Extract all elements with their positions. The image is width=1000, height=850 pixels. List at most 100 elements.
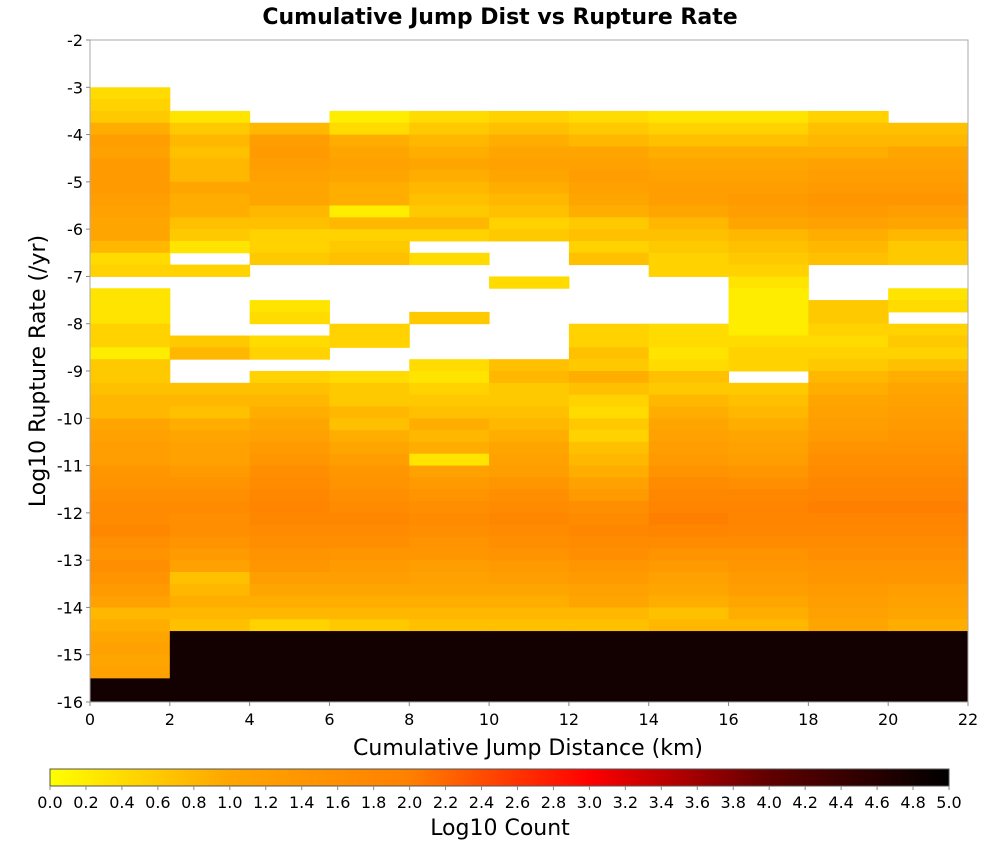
x-tick-label: 10: [479, 710, 499, 729]
heatmap-cell: [329, 501, 410, 514]
heatmap-cell: [169, 430, 251, 443]
heatmap-cell: [568, 240, 650, 254]
heatmap-cell: [568, 595, 650, 608]
heatmap-cell: [568, 489, 650, 502]
colorbar-tick-label: 1.0: [217, 793, 242, 812]
heatmap-cell: [90, 170, 171, 183]
heatmap-cell: [169, 501, 251, 514]
heatmap-cell: [489, 134, 570, 147]
heatmap-cell: [169, 477, 251, 490]
heatmap-cell: [648, 323, 730, 337]
heatmap-cell: [329, 240, 410, 254]
heatmap-cell: [409, 441, 490, 455]
y-tick-label: -10: [57, 409, 83, 428]
y-tick-label: -16: [57, 693, 83, 712]
heatmap-cell: [90, 678, 171, 703]
colorbar-tick-label: 1.4: [289, 793, 314, 812]
heatmap-cell: [888, 524, 969, 537]
heatmap-cell: [409, 536, 490, 549]
colorbar-tick-label: 3.6: [685, 793, 710, 812]
heatmap-cell: [90, 288, 171, 301]
heatmap-cell: [568, 323, 650, 337]
heatmap-cell: [90, 406, 171, 419]
heatmap-cell: [568, 501, 650, 514]
heatmap-cell: [808, 512, 889, 526]
heatmap-cell: [489, 430, 570, 443]
heatmap-cell: [249, 453, 330, 467]
heatmap-cell: [329, 193, 410, 206]
heatmap-cell: [90, 430, 171, 443]
heatmap-cell: [888, 560, 969, 573]
heatmap-cell: [249, 240, 330, 254]
colorbar-tick-label: 4.2: [792, 793, 817, 812]
heatmap-cell: [648, 512, 730, 526]
heatmap-cell: [808, 229, 889, 242]
heatmap-cell: [489, 158, 570, 171]
heatmap-cell: [409, 418, 490, 431]
heatmap-cell: [90, 193, 171, 206]
heatmap-cell: [409, 524, 490, 537]
heatmap-cell: [648, 631, 730, 703]
heatmap-cell: [249, 430, 330, 443]
heatmap-cell: [329, 229, 410, 242]
colorbar-tick-label: 2.0: [397, 793, 422, 812]
x-tick-label: 4: [245, 710, 255, 729]
heatmap-cell: [489, 146, 570, 159]
heatmap-cell: [90, 240, 171, 254]
heatmap-cell: [568, 122, 650, 136]
heatmap-cell: [808, 181, 889, 195]
heatmap-cell: [728, 512, 809, 526]
heatmap-cell: [888, 418, 969, 431]
heatmap-cell: [888, 382, 969, 396]
heatmap-cell: [648, 548, 730, 561]
heatmap-cell: [489, 441, 570, 455]
heatmap-cell: [249, 501, 330, 514]
heatmap-cell: [169, 512, 251, 526]
heatmap-cell: [728, 430, 809, 443]
heatmap-cell: [90, 583, 171, 597]
heatmap-cell: [249, 394, 330, 407]
heatmap-cell: [90, 382, 171, 396]
heatmap-cell: [249, 619, 330, 632]
heatmap-cell: [169, 560, 251, 573]
x-tick-label: 12: [559, 710, 579, 729]
heatmap-cell: [169, 453, 251, 467]
heatmap-cell: [90, 205, 171, 218]
heatmap-cell: [728, 524, 809, 537]
x-axis-label: Cumulative Jump Distance (km): [353, 736, 703, 761]
heatmap-cell: [888, 288, 969, 301]
heatmap-cell: [90, 158, 171, 171]
heatmap-cell: [728, 335, 809, 348]
heatmap-cell: [249, 512, 330, 526]
heatmap-cell: [409, 595, 490, 608]
heatmap-cell: [90, 335, 171, 348]
heatmap-cell: [808, 583, 889, 597]
heatmap-cell: [329, 631, 410, 703]
heatmap-cell: [648, 205, 730, 218]
heatmap-cell: [648, 264, 730, 277]
colorbar-tick-label: 1.8: [361, 793, 386, 812]
x-tick-label: 14: [639, 710, 659, 729]
heatmap-cell: [329, 619, 410, 632]
heatmap-cell: [90, 595, 171, 608]
heatmap-cell: [888, 441, 969, 455]
heatmap-cell: [249, 382, 330, 396]
heatmap-cell: [808, 536, 889, 549]
heatmap-cell: [728, 170, 809, 183]
heatmap-cell: [888, 205, 969, 218]
heatmap-cell: [808, 430, 889, 443]
heatmap-cell: [568, 347, 650, 360]
heatmap-cell: [568, 548, 650, 561]
heatmap-cell: [329, 441, 410, 455]
heatmap-cell: [329, 489, 410, 502]
colorbar-tick-label: 2.2: [433, 793, 458, 812]
heatmap-cell: [648, 477, 730, 490]
heatmap-cell: [728, 607, 809, 620]
heatmap-cell: [329, 134, 410, 147]
heatmap-cell: [728, 359, 809, 372]
heatmap-cell: [648, 158, 730, 171]
heatmap-cell: [249, 489, 330, 502]
heatmap-cell: [568, 382, 650, 396]
heatmap-cell: [808, 441, 889, 455]
